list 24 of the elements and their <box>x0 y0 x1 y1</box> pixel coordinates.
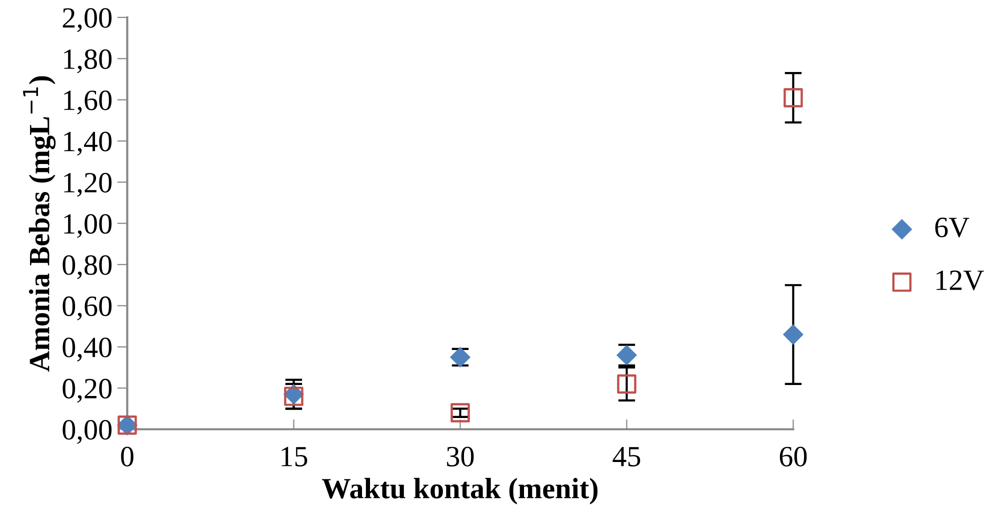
y-tick-label: 0,60 <box>62 296 112 320</box>
x-tick-label: 15 <box>282 446 308 466</box>
y-tick-label: 1,60 <box>64 90 112 114</box>
point <box>784 88 803 108</box>
y-axis-title: Amonia Bebas (mgL$^{−1}$) <box>23 76 56 372</box>
y-tick-label: 0,80 <box>62 255 112 280</box>
point <box>617 374 636 394</box>
x-axis-title: Waktu kontak (menit) <box>322 478 598 504</box>
y-tick-label: 1,80 <box>64 49 112 74</box>
y-tick-label: 1,40 <box>64 132 112 156</box>
y-tick-label: 0,00 <box>62 420 112 444</box>
x-tick-label: 30 <box>447 446 474 466</box>
y-tick-label: 1,20 <box>64 172 112 197</box>
y-tick-label: 2,00 <box>62 8 112 32</box>
point <box>782 324 804 345</box>
y-tick-label: 1,00 <box>64 214 112 238</box>
x-tick-label: 0 <box>121 446 134 466</box>
y-tick-label: 0,40 <box>62 338 112 362</box>
x-tick-label: 60 <box>780 446 807 466</box>
y-tick-label: 0,20 <box>62 378 112 403</box>
x-tick-label: 45 <box>612 446 640 466</box>
legend-label: 6V <box>935 218 970 238</box>
legend-label: 12V <box>936 270 984 290</box>
point <box>450 403 470 422</box>
